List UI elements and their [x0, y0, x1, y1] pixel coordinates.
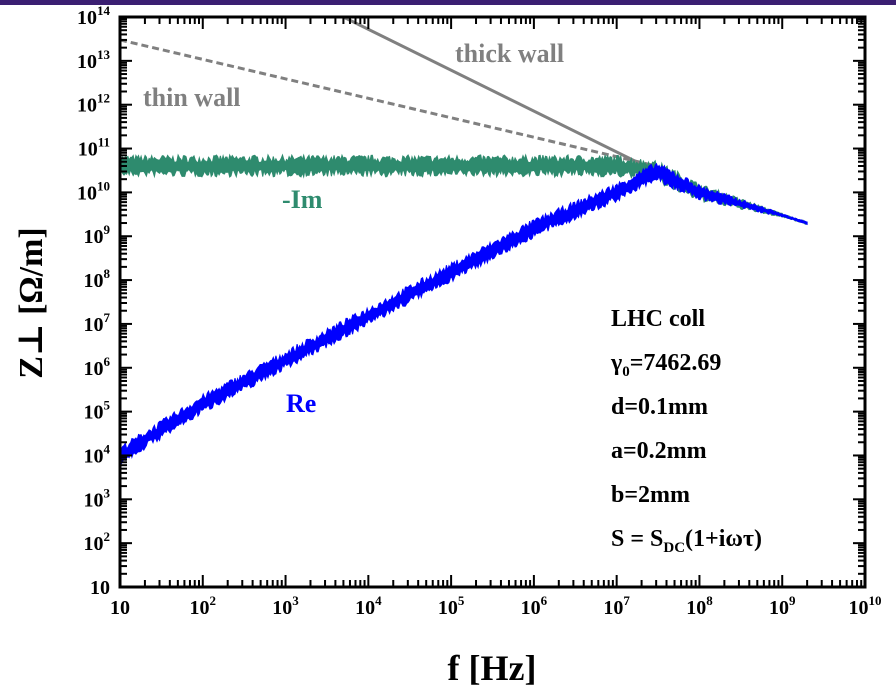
- param-gamma: γ0=7462.69: [610, 350, 721, 380]
- y-tick-label: 1013: [77, 47, 111, 73]
- y-tick-label: 1010: [77, 178, 110, 204]
- y-tick-label: 10: [90, 577, 110, 599]
- y-tick-label: 1012: [77, 91, 110, 117]
- x-tick-labels: 10 102 103 104 105 106 107 108 109 1010: [110, 593, 882, 619]
- param-gamma-value: =7462.69: [630, 350, 722, 376]
- param-s: S = SDC(1+iωτ): [611, 526, 762, 556]
- x-tick-label: 1010: [849, 593, 882, 619]
- param-s-suffix: (1+iωτ): [685, 526, 762, 552]
- y-tick-label: 102: [84, 529, 111, 555]
- y-tick-label: 109: [84, 222, 111, 248]
- series-layer: [120, 17, 808, 465]
- x-tick-label: 108: [686, 593, 713, 619]
- y-tick-label: 108: [84, 266, 111, 292]
- param-a: a=0.2mm: [611, 438, 707, 464]
- thick-wall-label: thick wall: [455, 39, 564, 68]
- x-tick-label: 109: [769, 593, 796, 619]
- y-tick-label: 103: [84, 485, 111, 511]
- tick-layer: [119, 17, 865, 588]
- x-tick-label: 102: [190, 593, 217, 619]
- y-axis-title: Z⊥ [Ω/m]: [13, 227, 50, 378]
- param-machine: LHC coll: [611, 306, 705, 332]
- y-tick-label: 1014: [77, 3, 111, 29]
- x-tick-label: 104: [355, 593, 382, 619]
- thin-wall-label: thin wall: [143, 83, 241, 112]
- param-s-prefix: S = S: [611, 526, 663, 552]
- series-re: [120, 162, 808, 465]
- y-tick-label: 106: [84, 354, 111, 380]
- series-thin-wall: [120, 38, 657, 168]
- param-b: b=2mm: [611, 482, 690, 508]
- x-tick-label: 105: [438, 593, 465, 619]
- param-d: d=0.1mm: [611, 394, 708, 420]
- im-label: -Im: [282, 185, 323, 214]
- x-tick-label: 107: [603, 593, 630, 619]
- param-s-sub: DC: [663, 540, 685, 556]
- y-tick-label: 104: [84, 441, 111, 467]
- param-gamma-symbol: γ: [610, 350, 622, 376]
- plot-frame: [118, 15, 867, 589]
- series-thick-wall: [342, 17, 657, 173]
- parameter-box: LHC coll γ0=7462.69 d=0.1mm a=0.2mm b=2m…: [610, 306, 762, 556]
- x-tick-label: 10: [110, 597, 130, 619]
- y-tick-label: 1011: [78, 135, 110, 161]
- x-tick-label: 106: [521, 593, 548, 619]
- param-gamma-sub: 0: [622, 364, 630, 380]
- x-axis-title: f [Hz]: [448, 648, 537, 688]
- re-label: Re: [286, 389, 316, 418]
- y-tick-label: 107: [84, 310, 111, 336]
- top-color-bar: [0, 0, 896, 5]
- x-tick-label: 103: [272, 593, 299, 619]
- y-tick-labels: 10 102 103 104 105 106 107 108 109 1010 1011 1012 10…: [77, 3, 111, 599]
- y-tick-label: 105: [84, 398, 111, 424]
